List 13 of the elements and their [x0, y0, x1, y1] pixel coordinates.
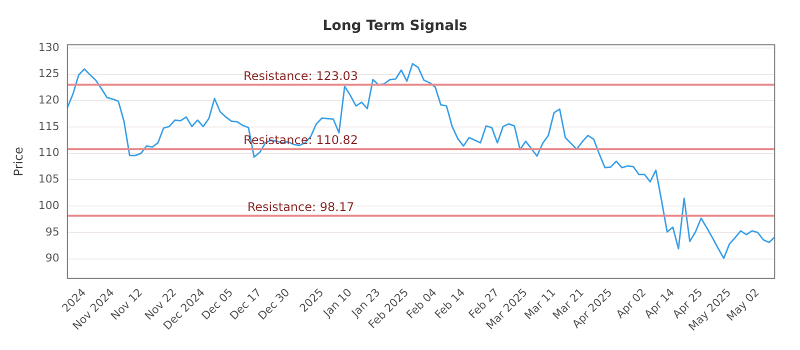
y-tick-label: 100	[38, 198, 60, 212]
y-tick-label: 95	[45, 225, 60, 238]
y-axis-title: Price	[11, 146, 26, 176]
y-tick-label: 120	[38, 94, 60, 107]
y-tick-label: 130	[38, 40, 60, 54]
ref-line-label: Resistance: 123.03	[244, 68, 358, 83]
y-tick-label: 115	[38, 120, 60, 133]
y-tick-label: 90	[45, 252, 60, 265]
y-tick-label: 110	[38, 146, 60, 160]
y-tick-label: 125	[38, 67, 60, 80]
ref-line-label: Resistance: 98.17	[247, 200, 354, 214]
chart-title: Long Term Signals	[322, 18, 468, 34]
y-tick-label: 105	[38, 172, 60, 186]
